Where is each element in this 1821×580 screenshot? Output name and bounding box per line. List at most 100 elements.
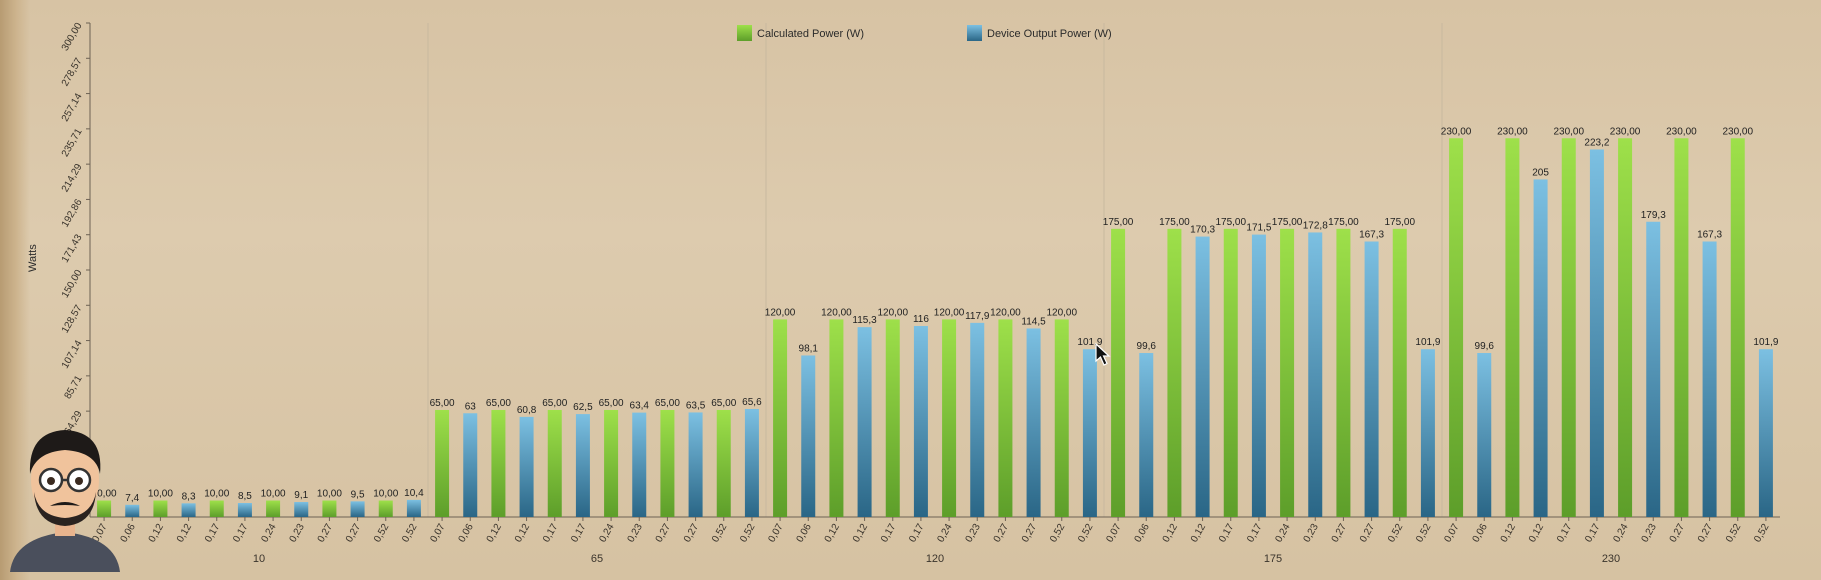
x-tick-label: 0,23 [1640, 522, 1659, 545]
group-label: 10 [253, 553, 265, 565]
bar-value-label: 120,00 [877, 307, 908, 318]
device-output-power-bar [519, 416, 534, 517]
device-output-power-bar [1702, 241, 1717, 517]
x-tick-label: 0,52 [372, 522, 391, 545]
bar-value-label: 8,3 [182, 491, 196, 502]
calculated-power-bar [266, 500, 281, 517]
bar-value-label: 101,9 [1415, 337, 1440, 348]
device-output-power-bar [1195, 236, 1210, 517]
bar-value-label: 120,00 [934, 307, 965, 318]
bar-value-label: 120,00 [821, 307, 852, 318]
device-output-power-bar [181, 503, 196, 517]
bar-value-label: 63,5 [686, 400, 706, 411]
bar-value-label: 7,4 [125, 493, 139, 504]
device-output-power-bar [1026, 328, 1041, 517]
x-tick-label: 0,17 [541, 522, 560, 545]
y-tick-label: 192,86 [60, 197, 85, 229]
calculated-power-bar [1618, 138, 1633, 517]
calculated-power-bar [773, 319, 788, 517]
calculated-power-bar [1392, 228, 1407, 518]
device-output-power-bar [801, 355, 816, 517]
x-tick-label: 0,27 [316, 522, 335, 545]
group-label: 230 [1602, 553, 1620, 565]
bar-value-label: 167,3 [1697, 230, 1722, 241]
bar-value-label: 10,00 [204, 489, 229, 500]
bar-value-label: 120,00 [1046, 307, 1077, 318]
bar-value-label: 175,00 [1272, 217, 1303, 228]
x-tick-label: 0,17 [907, 522, 926, 545]
presenter-avatar-icon [10, 430, 120, 572]
mouse-pointer-icon [1095, 342, 1111, 366]
x-tick-label: 0,27 [992, 522, 1011, 545]
calculated-power-bar [378, 500, 393, 517]
x-tick-label: 0,17 [1217, 522, 1236, 545]
bar-value-label: 65,00 [599, 398, 624, 409]
calculated-power-bar [829, 319, 844, 517]
device-output-power-bar [406, 499, 421, 517]
x-tick-label: 0,52 [1414, 522, 1433, 545]
x-tick-label: 0,12 [1499, 522, 1518, 545]
y-tick-label: 150,00 [60, 268, 85, 300]
x-tick-label: 0,52 [1048, 522, 1067, 545]
x-tick-label: 0,24 [935, 522, 954, 545]
group-label: 120 [926, 553, 944, 565]
calculated-power-bar [153, 500, 168, 517]
x-tick-label: 0,27 [344, 522, 363, 545]
x-tick-label: 0,52 [1752, 522, 1771, 545]
calculated-power-bar [1167, 228, 1182, 518]
bar-value-label: 170,3 [1190, 225, 1215, 236]
calculated-power-bar [885, 319, 900, 517]
calculated-power-bar [1223, 228, 1238, 518]
device-output-power-bar [1589, 149, 1604, 518]
x-tick-label: 0,17 [879, 522, 898, 545]
x-tick-label: 0,24 [1611, 522, 1630, 545]
x-tick-label: 0,23 [626, 522, 645, 545]
legend-label-calculated-power: Calculated Power (W) [757, 28, 864, 40]
x-tick-label: 0,07 [766, 522, 785, 545]
calculated-power-bar [322, 500, 337, 517]
legend-label-device-output-power: Device Output Power (W) [987, 28, 1112, 40]
x-tick-label: 0,12 [175, 522, 194, 545]
calculated-power-bar [604, 409, 619, 517]
device-output-power-bar [1758, 349, 1773, 517]
bar-value-label: 175,00 [1103, 217, 1134, 228]
device-output-power-bar [1533, 179, 1548, 517]
calculated-power-bar [716, 409, 731, 517]
calculated-power-bar [97, 500, 112, 517]
bar-value-label: 175,00 [1384, 217, 1415, 228]
y-tick-label: 85,71 [63, 373, 85, 401]
device-output-power-bar [1251, 234, 1266, 517]
device-output-power-bar [857, 327, 872, 517]
bar-value-label: 172,8 [1303, 220, 1328, 231]
calculated-power-bar [547, 409, 562, 517]
bar-value-label: 9,5 [351, 489, 365, 500]
x-tick-label: 0,12 [485, 522, 504, 545]
y-tick-label: 107,14 [60, 338, 85, 370]
bar-value-label: 8,5 [238, 491, 252, 502]
y-tick-label: 235,71 [60, 126, 85, 158]
legend-swatch-calculated-power [737, 25, 752, 41]
bar-value-label: 230,00 [1722, 126, 1753, 137]
x-tick-label: 0,27 [1696, 522, 1715, 545]
device-output-power-bar [294, 502, 309, 517]
bar-value-label: 116 [913, 314, 929, 325]
x-tick-label: 0,12 [851, 522, 870, 545]
calculated-power-bar [435, 409, 450, 517]
bar-value-label: 65,00 [655, 398, 680, 409]
device-output-power-bar [1420, 349, 1435, 517]
bar-value-label: 230,00 [1497, 126, 1528, 137]
bar-value-label: 205 [1532, 167, 1549, 178]
x-tick-label: 0,27 [682, 522, 701, 545]
y-tick-label: 171,43 [60, 232, 85, 264]
x-tick-label: 0,27 [1358, 522, 1377, 545]
legend: Calculated Power (W) Device Output Power… [737, 25, 1112, 41]
device-output-power-bar [1646, 221, 1661, 517]
calculated-power-bar [1280, 228, 1295, 518]
bar-value-label: 117,9 [965, 311, 990, 322]
x-tick-label: 0,17 [1555, 522, 1574, 545]
calculated-power-bar [1730, 138, 1745, 517]
bar-value-label: 175,00 [1328, 217, 1359, 228]
bar-value-label: 179,3 [1641, 210, 1666, 221]
device-output-power-bar [575, 414, 590, 517]
calculated-power-bar [660, 409, 675, 517]
